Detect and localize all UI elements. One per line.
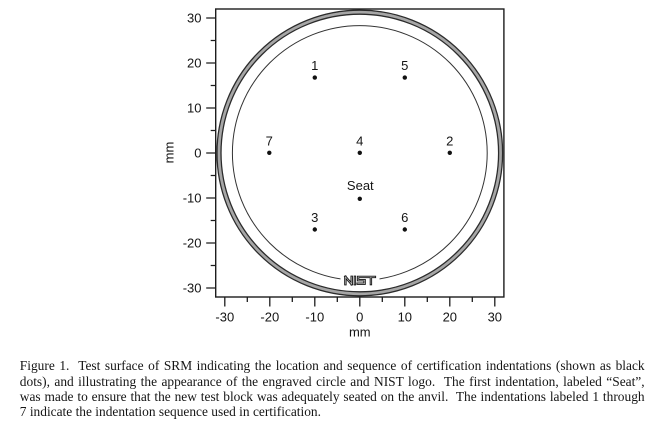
svg-text:Seat: Seat [347,178,374,193]
svg-text:0: 0 [194,146,201,161]
svg-text:-30: -30 [183,281,202,296]
svg-text:0: 0 [356,310,363,325]
svg-text:30: 30 [187,11,201,26]
svg-text:3: 3 [311,210,318,225]
svg-text:mm: mm [349,324,371,339]
svg-text:1: 1 [311,58,318,73]
svg-text:-20: -20 [260,310,279,325]
svg-text:20: 20 [187,56,201,71]
svg-text:-10: -10 [183,191,202,206]
svg-text:10: 10 [398,310,412,325]
svg-text:5: 5 [401,58,408,73]
svg-text:10: 10 [187,101,201,116]
svg-text:-20: -20 [183,236,202,251]
svg-text:2: 2 [446,133,453,148]
svg-text:6: 6 [401,210,408,225]
svg-text:-30: -30 [215,310,234,325]
svg-text:mm: mm [162,142,177,164]
svg-text:20: 20 [443,310,457,325]
svg-text:-10: -10 [305,310,324,325]
svg-text:30: 30 [488,310,502,325]
svg-text:4: 4 [356,133,363,148]
svg-text:7: 7 [266,133,273,148]
